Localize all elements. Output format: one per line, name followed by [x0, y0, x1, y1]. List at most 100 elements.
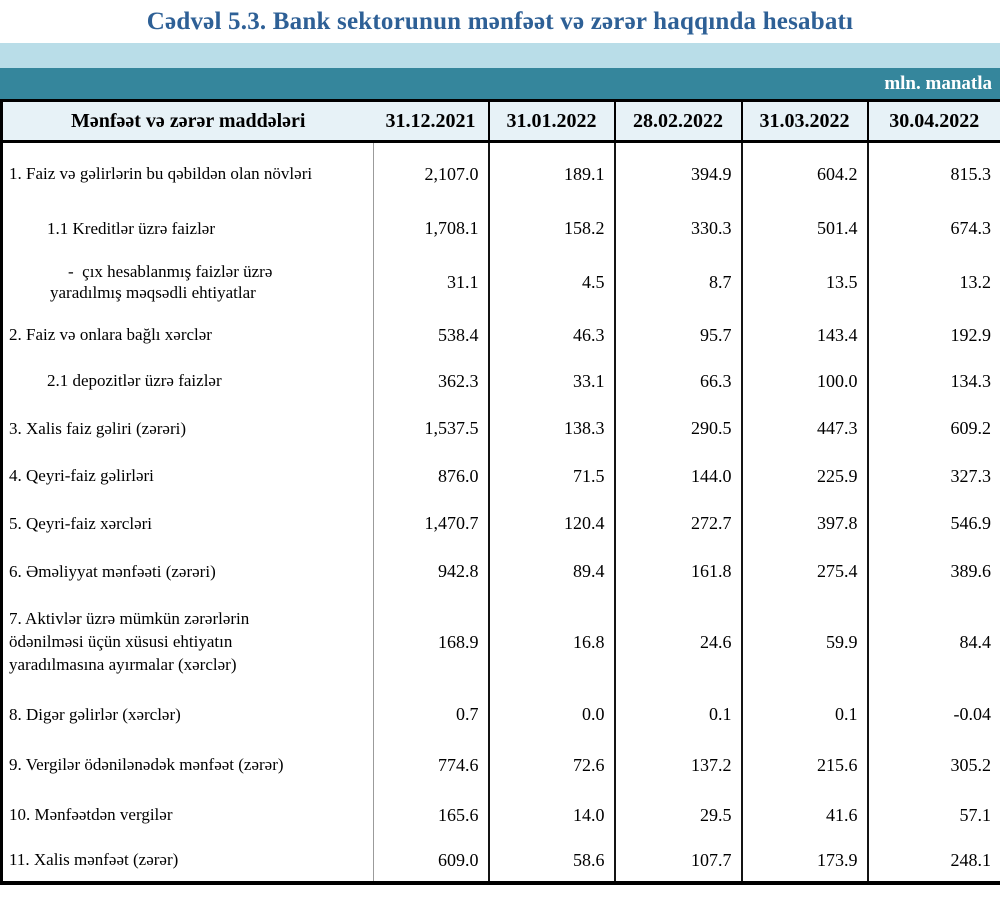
table-row: 10. Mənfəətdən vergilər 165.6 14.0 29.5 …	[1, 790, 1000, 840]
decorative-band-light	[0, 43, 1000, 68]
cell-value: 1,708.1	[373, 205, 489, 252]
cell-value: 158.2	[487, 205, 615, 252]
cell-value: 89.4	[487, 547, 615, 596]
col-header-date-2: 31.01.2022	[487, 99, 615, 143]
cell-value: 215.6	[740, 739, 868, 791]
cell-value: 41.6	[740, 790, 868, 840]
cell-value: 0.1	[740, 689, 868, 740]
cell-value: 143.4	[740, 312, 868, 358]
cell-value: 942.8	[373, 547, 489, 596]
table-row: 6. Əməliyyat mənfəəti (zərəri) 942.8 89.…	[1, 547, 1000, 596]
cell-value: 0.0	[487, 689, 615, 740]
cell-value: 24.6	[613, 595, 742, 690]
col-header-date-3: 28.02.2022	[613, 99, 742, 143]
cell-value: 4.5	[487, 251, 615, 313]
table-row: 2. Faiz və onlara bağlı xərclər 538.4 46…	[1, 312, 1000, 358]
table-row: 9. Vergilər ödənilənədək mənfəət (zərər)…	[1, 739, 1000, 791]
cell-value: 84.4	[866, 595, 1000, 690]
cell-value: 0.1	[613, 689, 742, 740]
cell-value: 0.7	[373, 689, 489, 740]
table-row: - çıx hesablanmış faizlər üzrə yaradılmı…	[1, 251, 1000, 313]
cell-value: 46.3	[487, 312, 615, 358]
col-header-date-1: 31.12.2021	[373, 99, 489, 143]
cell-value: 272.7	[613, 499, 742, 548]
cell-value: 189.1	[487, 141, 615, 206]
cell-value: 57.1	[866, 790, 1000, 840]
cell-value: 225.9	[740, 452, 868, 500]
unit-band: mln. manatla	[0, 68, 1000, 99]
cell-value: 501.4	[740, 205, 868, 252]
cell-value: 248.1	[866, 839, 1000, 883]
cell-value: 774.6	[373, 739, 489, 791]
page-title: Cədvəl 5.3. Bank sektorunun mənfəət və z…	[146, 7, 854, 35]
row-label: 9. Vergilər ödənilənədək mənfəət (zərər)	[1, 739, 374, 791]
cell-value: 604.2	[740, 141, 868, 206]
cell-value: 876.0	[373, 452, 489, 500]
table-row: 4. Qeyri-faiz gəlirləri 876.0 71.5 144.0…	[1, 452, 1000, 500]
cell-value: -0.04	[866, 689, 1000, 740]
cell-value: 290.5	[613, 404, 742, 453]
cell-value: 144.0	[613, 452, 742, 500]
row-label: 2. Faiz və onlara bağlı xərclər	[1, 312, 374, 358]
row-label: 3. Xalis faiz gəliri (zərəri)	[1, 404, 374, 453]
cell-value: 33.1	[487, 357, 615, 405]
row-label: 4. Qeyri-faiz gəlirləri	[1, 452, 374, 500]
row-label: - çıx hesablanmış faizlər üzrə yaradılmı…	[1, 251, 374, 313]
cell-value: 138.3	[487, 404, 615, 453]
table-row: 1.1 Kreditlər üzrə faizlər 1,708.1 158.2…	[1, 205, 1000, 252]
cell-value: 13.2	[866, 251, 1000, 313]
cell-value: 107.7	[613, 839, 742, 883]
table-row: 11. Xalis mənfəət (zərər) 609.0 58.6 107…	[1, 839, 1000, 883]
cell-value: 8.7	[613, 251, 742, 313]
cell-value: 815.3	[866, 141, 1000, 206]
row-label: 5. Qeyri-faiz xərcləri	[1, 499, 374, 548]
cell-value: 71.5	[487, 452, 615, 500]
cell-value: 397.8	[740, 499, 868, 548]
cell-value: 161.8	[613, 547, 742, 596]
cell-value: 674.3	[866, 205, 1000, 252]
profit-loss-table: Mənfəət və zərər maddələri 31.12.2021 31…	[0, 99, 1000, 885]
cell-value: 58.6	[487, 839, 615, 883]
cell-value: 389.6	[866, 547, 1000, 596]
row-label: 11. Xalis mənfəət (zərər)	[1, 839, 374, 883]
cell-value: 95.7	[613, 312, 742, 358]
cell-value: 66.3	[613, 357, 742, 405]
cell-value: 275.4	[740, 547, 868, 596]
cell-value: 137.2	[613, 739, 742, 791]
cell-value: 100.0	[740, 357, 868, 405]
cell-value: 31.1	[373, 251, 489, 313]
cell-value: 192.9	[866, 312, 1000, 358]
row-label: 1. Faiz və gəlirlərin bu qəbildən olan n…	[1, 141, 374, 206]
cell-value: 13.5	[740, 251, 868, 313]
cell-value: 546.9	[866, 499, 1000, 548]
cell-value: 1,470.7	[373, 499, 489, 548]
cell-value: 59.9	[740, 595, 868, 690]
cell-value: 1,537.5	[373, 404, 489, 453]
table-row: 5. Qeyri-faiz xərcləri 1,470.7 120.4 272…	[1, 499, 1000, 548]
col-header-items: Mənfəət və zərər maddələri	[1, 99, 374, 143]
table-row: 2.1 depozitlər üzrə faizlər 362.3 33.1 6…	[1, 357, 1000, 405]
table-row: 1. Faiz və gəlirlərin bu qəbildən olan n…	[1, 141, 1000, 206]
header-row: Mənfəət və zərər maddələri 31.12.2021 31…	[1, 99, 1000, 143]
row-label: 6. Əməliyyat mənfəəti (zərəri)	[1, 547, 374, 596]
cell-value: 609.0	[373, 839, 489, 883]
row-label: 10. Mənfəətdən vergilər	[1, 790, 374, 840]
unit-label: mln. manatla	[884, 72, 992, 94]
cell-value: 29.5	[613, 790, 742, 840]
cell-value: 609.2	[866, 404, 1000, 453]
cell-value: 120.4	[487, 499, 615, 548]
cell-value: 16.8	[487, 595, 615, 690]
cell-value: 394.9	[613, 141, 742, 206]
cell-value: 168.9	[373, 595, 489, 690]
cell-value: 362.3	[373, 357, 489, 405]
cell-value: 173.9	[740, 839, 868, 883]
cell-value: 305.2	[866, 739, 1000, 791]
col-header-date-4: 31.03.2022	[740, 99, 868, 143]
cell-value: 14.0	[487, 790, 615, 840]
cell-value: 72.6	[487, 739, 615, 791]
cell-value: 327.3	[866, 452, 1000, 500]
row-label: 2.1 depozitlər üzrə faizlər	[1, 357, 374, 405]
cell-value: 134.3	[866, 357, 1000, 405]
row-label: 8. Digər gəlirlər (xərclər)	[1, 689, 374, 740]
